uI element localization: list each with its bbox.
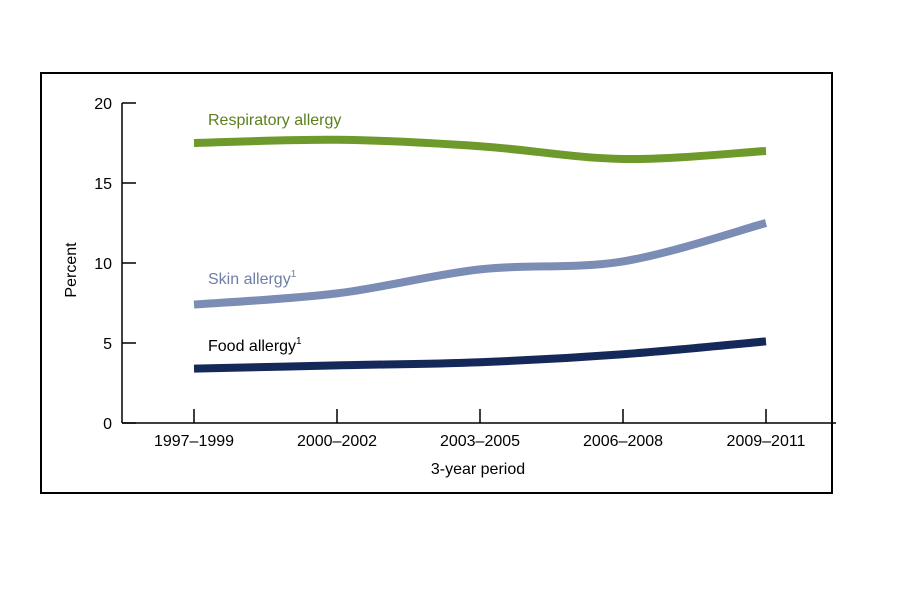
x-tick-label: 2006–2008 [583, 433, 663, 450]
series-label-2: Food allergy1 [208, 336, 302, 355]
series-group [193, 135, 768, 373]
x-tick-label: 2009–2011 [727, 433, 806, 450]
y-tick-label: 20 [94, 96, 112, 113]
y-tick-label: 15 [94, 176, 112, 193]
series-line-2 [193, 337, 767, 373]
x-tick-label: 2003–2005 [440, 433, 520, 450]
x-axis-title: 3-year period [431, 461, 525, 478]
series-label-1: Skin allergy1 [208, 269, 297, 288]
series-label-0: Respiratory allergy [208, 112, 341, 129]
x-tick-label: 1997–1999 [154, 433, 234, 450]
series-line-1 [193, 219, 768, 309]
y-axis: 0 5 10 15 20 [94, 96, 136, 433]
y-tick-label: 10 [94, 256, 112, 273]
x-tick-label: 2000–2002 [297, 433, 377, 450]
x-axis: 1997–1999 2000–2002 2003–2005 2006–2008 2009… [122, 409, 836, 450]
y-tick-label: 0 [103, 416, 112, 433]
chart-frame [40, 72, 833, 494]
y-axis-title: Percent [63, 242, 80, 298]
y-tick-label: 5 [103, 336, 112, 353]
series-line-0 [193, 135, 767, 164]
series-labels: Respiratory allergy Skin allergy1 Food all… [208, 112, 341, 355]
